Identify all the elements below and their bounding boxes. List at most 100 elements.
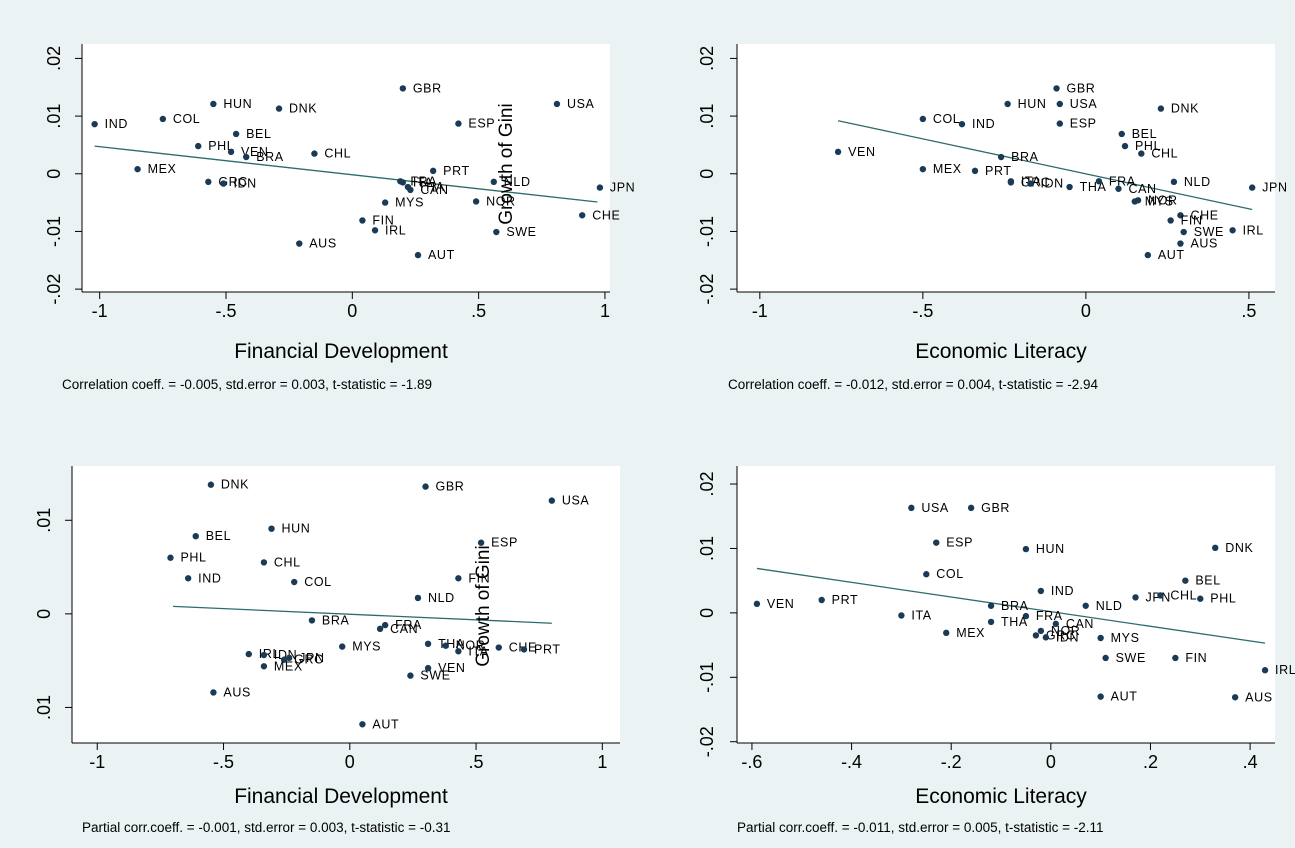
- point-label-dnk: DNK: [1171, 102, 1199, 116]
- data-point-esp: [455, 120, 462, 127]
- data-point-col: [923, 571, 930, 578]
- point-label-nld: NLD: [1096, 599, 1123, 613]
- point-label-fra: FRA: [1109, 174, 1136, 188]
- point-label-nor: NOR: [1148, 193, 1178, 207]
- data-point-tha: [987, 618, 995, 626]
- point-label-swe: SWE: [1116, 651, 1146, 665]
- point-label-bel: BEL: [246, 127, 271, 141]
- panel-top-right: -1 -.5 0 .5 -.02 -.01 0 .01 .02 Economic Literacy…: [697, 44, 1287, 392]
- data-point-col: [291, 578, 298, 586]
- fit-line: [94, 145, 598, 203]
- data-point-irl: [1229, 227, 1236, 234]
- data-point-prt: [429, 167, 437, 175]
- data-point-nor: [1037, 627, 1045, 635]
- point-label-esp: ESP: [1070, 117, 1097, 131]
- point-label-fra: FRA: [395, 618, 422, 632]
- point-label-mex: MEX: [933, 162, 962, 176]
- point-label-che: CHE: [1190, 208, 1218, 222]
- data-point-idn: [220, 180, 227, 187]
- y-tick-label: -.02: [697, 726, 717, 757]
- y-tick-label: 0: [697, 608, 717, 618]
- data-point-aus: [296, 240, 303, 247]
- x-tick-label: -.5: [912, 301, 933, 321]
- data-point-mys: [1097, 634, 1104, 642]
- point-label-ita: ITA: [911, 608, 931, 622]
- data-point-aut: [1144, 251, 1152, 259]
- y-tick-label: .01: [44, 104, 64, 129]
- data-point-mex: [134, 165, 141, 173]
- point-label-mex: MEX: [148, 162, 177, 176]
- stats-caption: Partial corr.coeff. = -0.001, std.error …: [82, 820, 451, 835]
- point-label-gbr: GBR: [981, 501, 1010, 515]
- point-label-bra: BRA: [256, 150, 284, 164]
- x-axis-title: Economic Literacy: [915, 785, 1087, 808]
- data-point-esp: [1056, 120, 1064, 127]
- data-point-aut: [359, 721, 366, 728]
- shared-y-axis-label-top: Growth of Gini: [496, 103, 517, 224]
- x-tick-label: .5: [1241, 301, 1256, 321]
- data-point-tha: [1066, 183, 1073, 191]
- x-tick-label: .2: [1143, 752, 1158, 772]
- point-label-bel: BEL: [206, 529, 231, 543]
- data-point-chl: [1138, 150, 1145, 157]
- point-label-grc: GRC: [1021, 175, 1051, 189]
- point-label-mex: MEX: [274, 659, 303, 673]
- x-tick-label: 0: [347, 301, 357, 321]
- point-label-phl: PHL: [1210, 592, 1236, 606]
- point-label-col: COL: [936, 567, 964, 581]
- data-point-usa: [553, 100, 561, 108]
- point-label-usa: USA: [567, 97, 595, 111]
- stats-caption: Partial corr.coeff. = -0.011, std.error …: [737, 820, 1104, 835]
- data-point-ven: [753, 600, 761, 608]
- data-point-jpn: [1132, 594, 1139, 601]
- data-point-dnk: [207, 481, 215, 488]
- data-point-jpn: [285, 654, 293, 662]
- data-point-fra: [1095, 178, 1103, 185]
- point-label-bra: BRA: [1001, 599, 1029, 613]
- y-tick-label: .01: [697, 536, 717, 561]
- point-label-tha: THA: [1080, 180, 1107, 194]
- point-label-prt: PRT: [534, 642, 561, 656]
- point-label-phl: PHL: [208, 139, 234, 153]
- panel-bottom-right: -.6 -.4 -.2 0 .2 .4 -.02 -.01 0 .01 .02 Economic Li…: [697, 466, 1295, 835]
- x-tick-label: 0: [1081, 301, 1091, 321]
- point-label-usa: USA: [1070, 97, 1098, 111]
- point-label-ita: ITA: [413, 175, 433, 189]
- point-label-chl: CHL: [274, 555, 301, 569]
- plot-area: [72, 466, 620, 743]
- point-label-nld: NLD: [1184, 175, 1211, 189]
- data-point-nld: [1170, 178, 1178, 186]
- data-point-can: [376, 625, 384, 633]
- data-point-hun: [210, 100, 217, 108]
- data-point-col: [159, 115, 167, 123]
- point-label-fra: FRA: [410, 174, 437, 188]
- y-tick-label: .02: [697, 46, 717, 71]
- data-point-jpn: [1248, 184, 1256, 191]
- data-point-gbr: [399, 85, 407, 92]
- data-point-dnk: [1157, 105, 1165, 112]
- data-point-mex: [919, 165, 927, 173]
- x-tick-label: .4: [1243, 752, 1258, 772]
- data-point-col: [919, 115, 927, 123]
- point-label-aus: AUS: [309, 237, 337, 251]
- point-label-irl: IRL: [385, 223, 406, 237]
- point-label-mys: MYS: [1111, 631, 1140, 645]
- data-point-can: [1115, 185, 1122, 192]
- data-point-usa: [1056, 100, 1064, 108]
- data-point-mys: [339, 643, 346, 650]
- x-tick-label: -1: [92, 301, 108, 321]
- point-label-fin: FIN: [1181, 213, 1203, 227]
- fit-line: [172, 605, 552, 624]
- data-point-ind: [184, 575, 192, 582]
- y-tick-label: -.01: [697, 216, 717, 247]
- data-point-ind: [958, 120, 966, 128]
- panel-top-left: -1 -.5 0 .5 1 -.02 -.01 0 .01 .02 Financial Develo…: [44, 44, 635, 392]
- y-tick-label: .02: [697, 472, 717, 497]
- data-point-esp: [477, 539, 485, 546]
- data-point-gbr: [967, 504, 975, 512]
- data-point-hun: [1022, 545, 1030, 553]
- panel-bottom-left: -1 -.5 0 .5 1 .01 0 .01 Financial Development Par…: [34, 466, 620, 835]
- y-tick-label: .01: [34, 508, 54, 533]
- data-point-swe: [1180, 228, 1187, 236]
- fit-line: [837, 120, 1253, 211]
